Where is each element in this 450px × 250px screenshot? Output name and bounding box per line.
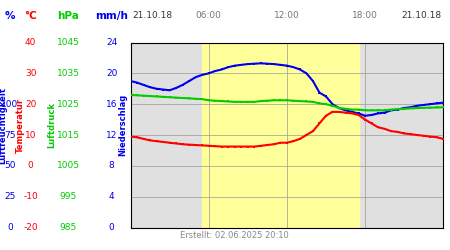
- Text: 0: 0: [7, 223, 13, 232]
- Text: 995: 995: [60, 192, 77, 201]
- Text: 50: 50: [4, 161, 16, 170]
- Text: 10: 10: [25, 130, 36, 140]
- Text: 12: 12: [106, 130, 117, 140]
- Text: 75: 75: [4, 130, 16, 140]
- Text: %: %: [4, 11, 15, 21]
- Text: 21.10.18: 21.10.18: [401, 11, 441, 20]
- Text: 12:00: 12:00: [274, 11, 300, 20]
- Text: Luftfeuchtigkeit: Luftfeuchtigkeit: [0, 86, 7, 164]
- Text: 16: 16: [106, 100, 117, 109]
- Text: 0: 0: [28, 161, 33, 170]
- Text: Niederschlag: Niederschlag: [118, 94, 127, 156]
- Text: 1035: 1035: [57, 69, 80, 78]
- Text: 18:00: 18:00: [352, 11, 378, 20]
- Text: 20: 20: [106, 69, 117, 78]
- Text: 06:00: 06:00: [196, 11, 221, 20]
- Text: hPa: hPa: [58, 11, 79, 21]
- Text: 21.10.18: 21.10.18: [133, 11, 173, 20]
- Text: -10: -10: [23, 192, 38, 201]
- Text: Luftdruck: Luftdruck: [47, 102, 56, 148]
- Text: 1015: 1015: [57, 130, 80, 140]
- Text: 30: 30: [25, 69, 36, 78]
- Text: Erstellt: 02.06.2025 20:10: Erstellt: 02.06.2025 20:10: [180, 231, 289, 240]
- Text: 1045: 1045: [57, 38, 80, 47]
- Text: mm/h: mm/h: [95, 11, 128, 21]
- Text: 985: 985: [60, 223, 77, 232]
- Text: -20: -20: [23, 223, 38, 232]
- Text: 1005: 1005: [57, 161, 80, 170]
- Text: 20: 20: [25, 100, 36, 109]
- Text: 25: 25: [4, 192, 16, 201]
- Text: 4: 4: [109, 192, 114, 201]
- Text: 100: 100: [1, 100, 18, 109]
- Bar: [202, 42, 359, 228]
- Text: 40: 40: [25, 38, 36, 47]
- Text: 0: 0: [109, 223, 114, 232]
- Text: 8: 8: [109, 161, 114, 170]
- Text: 1025: 1025: [57, 100, 80, 109]
- Text: 24: 24: [106, 38, 117, 47]
- Text: Temperatur: Temperatur: [16, 98, 25, 152]
- Text: °C: °C: [24, 11, 37, 21]
